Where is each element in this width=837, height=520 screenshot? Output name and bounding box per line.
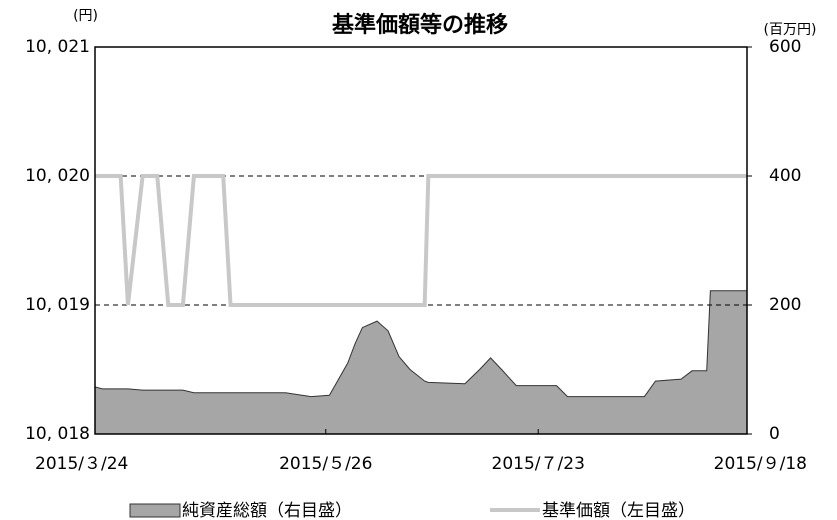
- x-tick-label: 2015/３/24: [35, 454, 128, 474]
- y-tick-label: 10, 018: [25, 424, 90, 444]
- x-tick-label: 2015/９/18: [714, 454, 807, 474]
- y-tick-label: 10, 019: [25, 295, 90, 315]
- area: [94, 290, 748, 435]
- y2-tick-label: 0: [769, 424, 780, 444]
- legend-swatch: [129, 503, 181, 518]
- legend-label: 純資産総額（右目盛）: [182, 501, 352, 520]
- plot-frame: [94, 46, 748, 435]
- y-unit-label: (円): [73, 8, 98, 24]
- y-tick-label: 10, 020: [25, 166, 90, 186]
- legend-label: 基準価額（左目盛）: [542, 501, 695, 520]
- y-tick-label: 10, 021: [25, 37, 90, 57]
- y2-tick-label: 600: [769, 37, 801, 57]
- y2-tick-label: 200: [769, 295, 801, 315]
- y2-unit-label: (百万円): [764, 22, 817, 38]
- line: [95, 174, 747, 307]
- y2-tick-label: 400: [769, 166, 801, 186]
- x-tick-label: 2015/７/23: [492, 454, 585, 474]
- chart-title: 基準価額等の推移: [332, 12, 508, 38]
- x-tick-label: 2015/５/26: [279, 454, 372, 474]
